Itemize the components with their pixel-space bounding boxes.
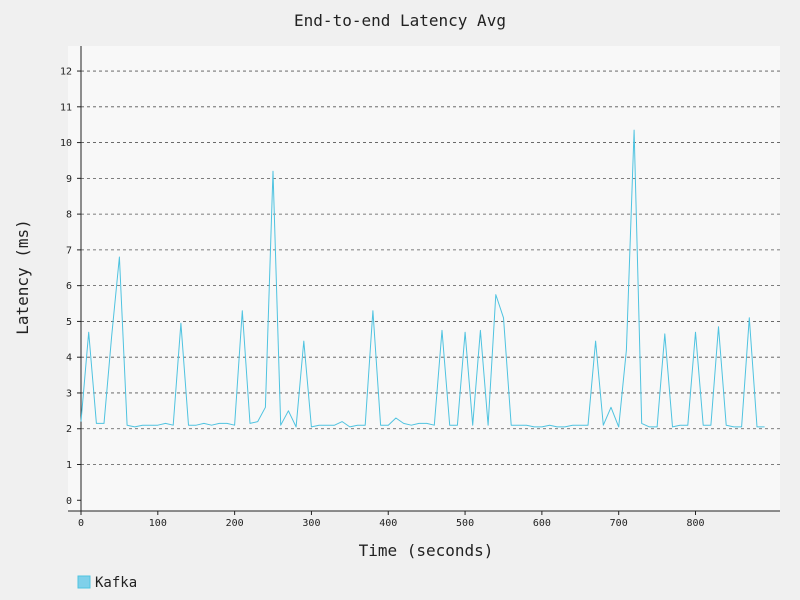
x-tick-label: 500 <box>456 518 474 529</box>
chart-title: End-to-end Latency Avg <box>294 11 506 30</box>
x-tick-label: 400 <box>379 518 397 529</box>
legend-swatch-kafka <box>77 575 91 589</box>
y-tick-label: 8 <box>66 210 72 221</box>
y-tick-label: 12 <box>60 67 72 78</box>
plot-area <box>68 46 780 511</box>
x-tick-label: 0 <box>78 518 84 529</box>
y-axis-label: Latency (ms) <box>13 219 32 335</box>
legend-label-kafka: Kafka <box>95 575 137 591</box>
y-tick-label: 0 <box>66 496 72 507</box>
y-tick-label: 6 <box>66 281 72 292</box>
grid-lines <box>81 70 780 465</box>
y-tick-label: 11 <box>60 102 72 113</box>
y-tick-label: 7 <box>66 245 72 256</box>
y-tick-label: 3 <box>66 388 72 399</box>
x-tick-label: 800 <box>686 518 704 529</box>
x-tick-label: 700 <box>610 518 628 529</box>
y-tick-label: 5 <box>66 317 72 328</box>
x-tick-label: 200 <box>226 518 244 529</box>
x-axis-ticks: 0 100 200 300 400 500 600 700 800 <box>78 511 705 529</box>
y-tick-label: 9 <box>66 174 72 185</box>
x-axis-label: Time (seconds) <box>359 541 494 560</box>
series-line-kafka <box>80 129 765 428</box>
y-tick-label: 4 <box>66 353 72 364</box>
series-lines <box>80 129 765 428</box>
y-tick-label: 1 <box>66 460 72 471</box>
x-tick-label: 600 <box>533 518 551 529</box>
x-tick-label: 300 <box>302 518 320 529</box>
y-tick-label: 2 <box>66 424 72 435</box>
legend: Kafka <box>77 575 137 591</box>
y-tick-label: 10 <box>60 138 72 149</box>
x-tick-label: 100 <box>149 518 167 529</box>
